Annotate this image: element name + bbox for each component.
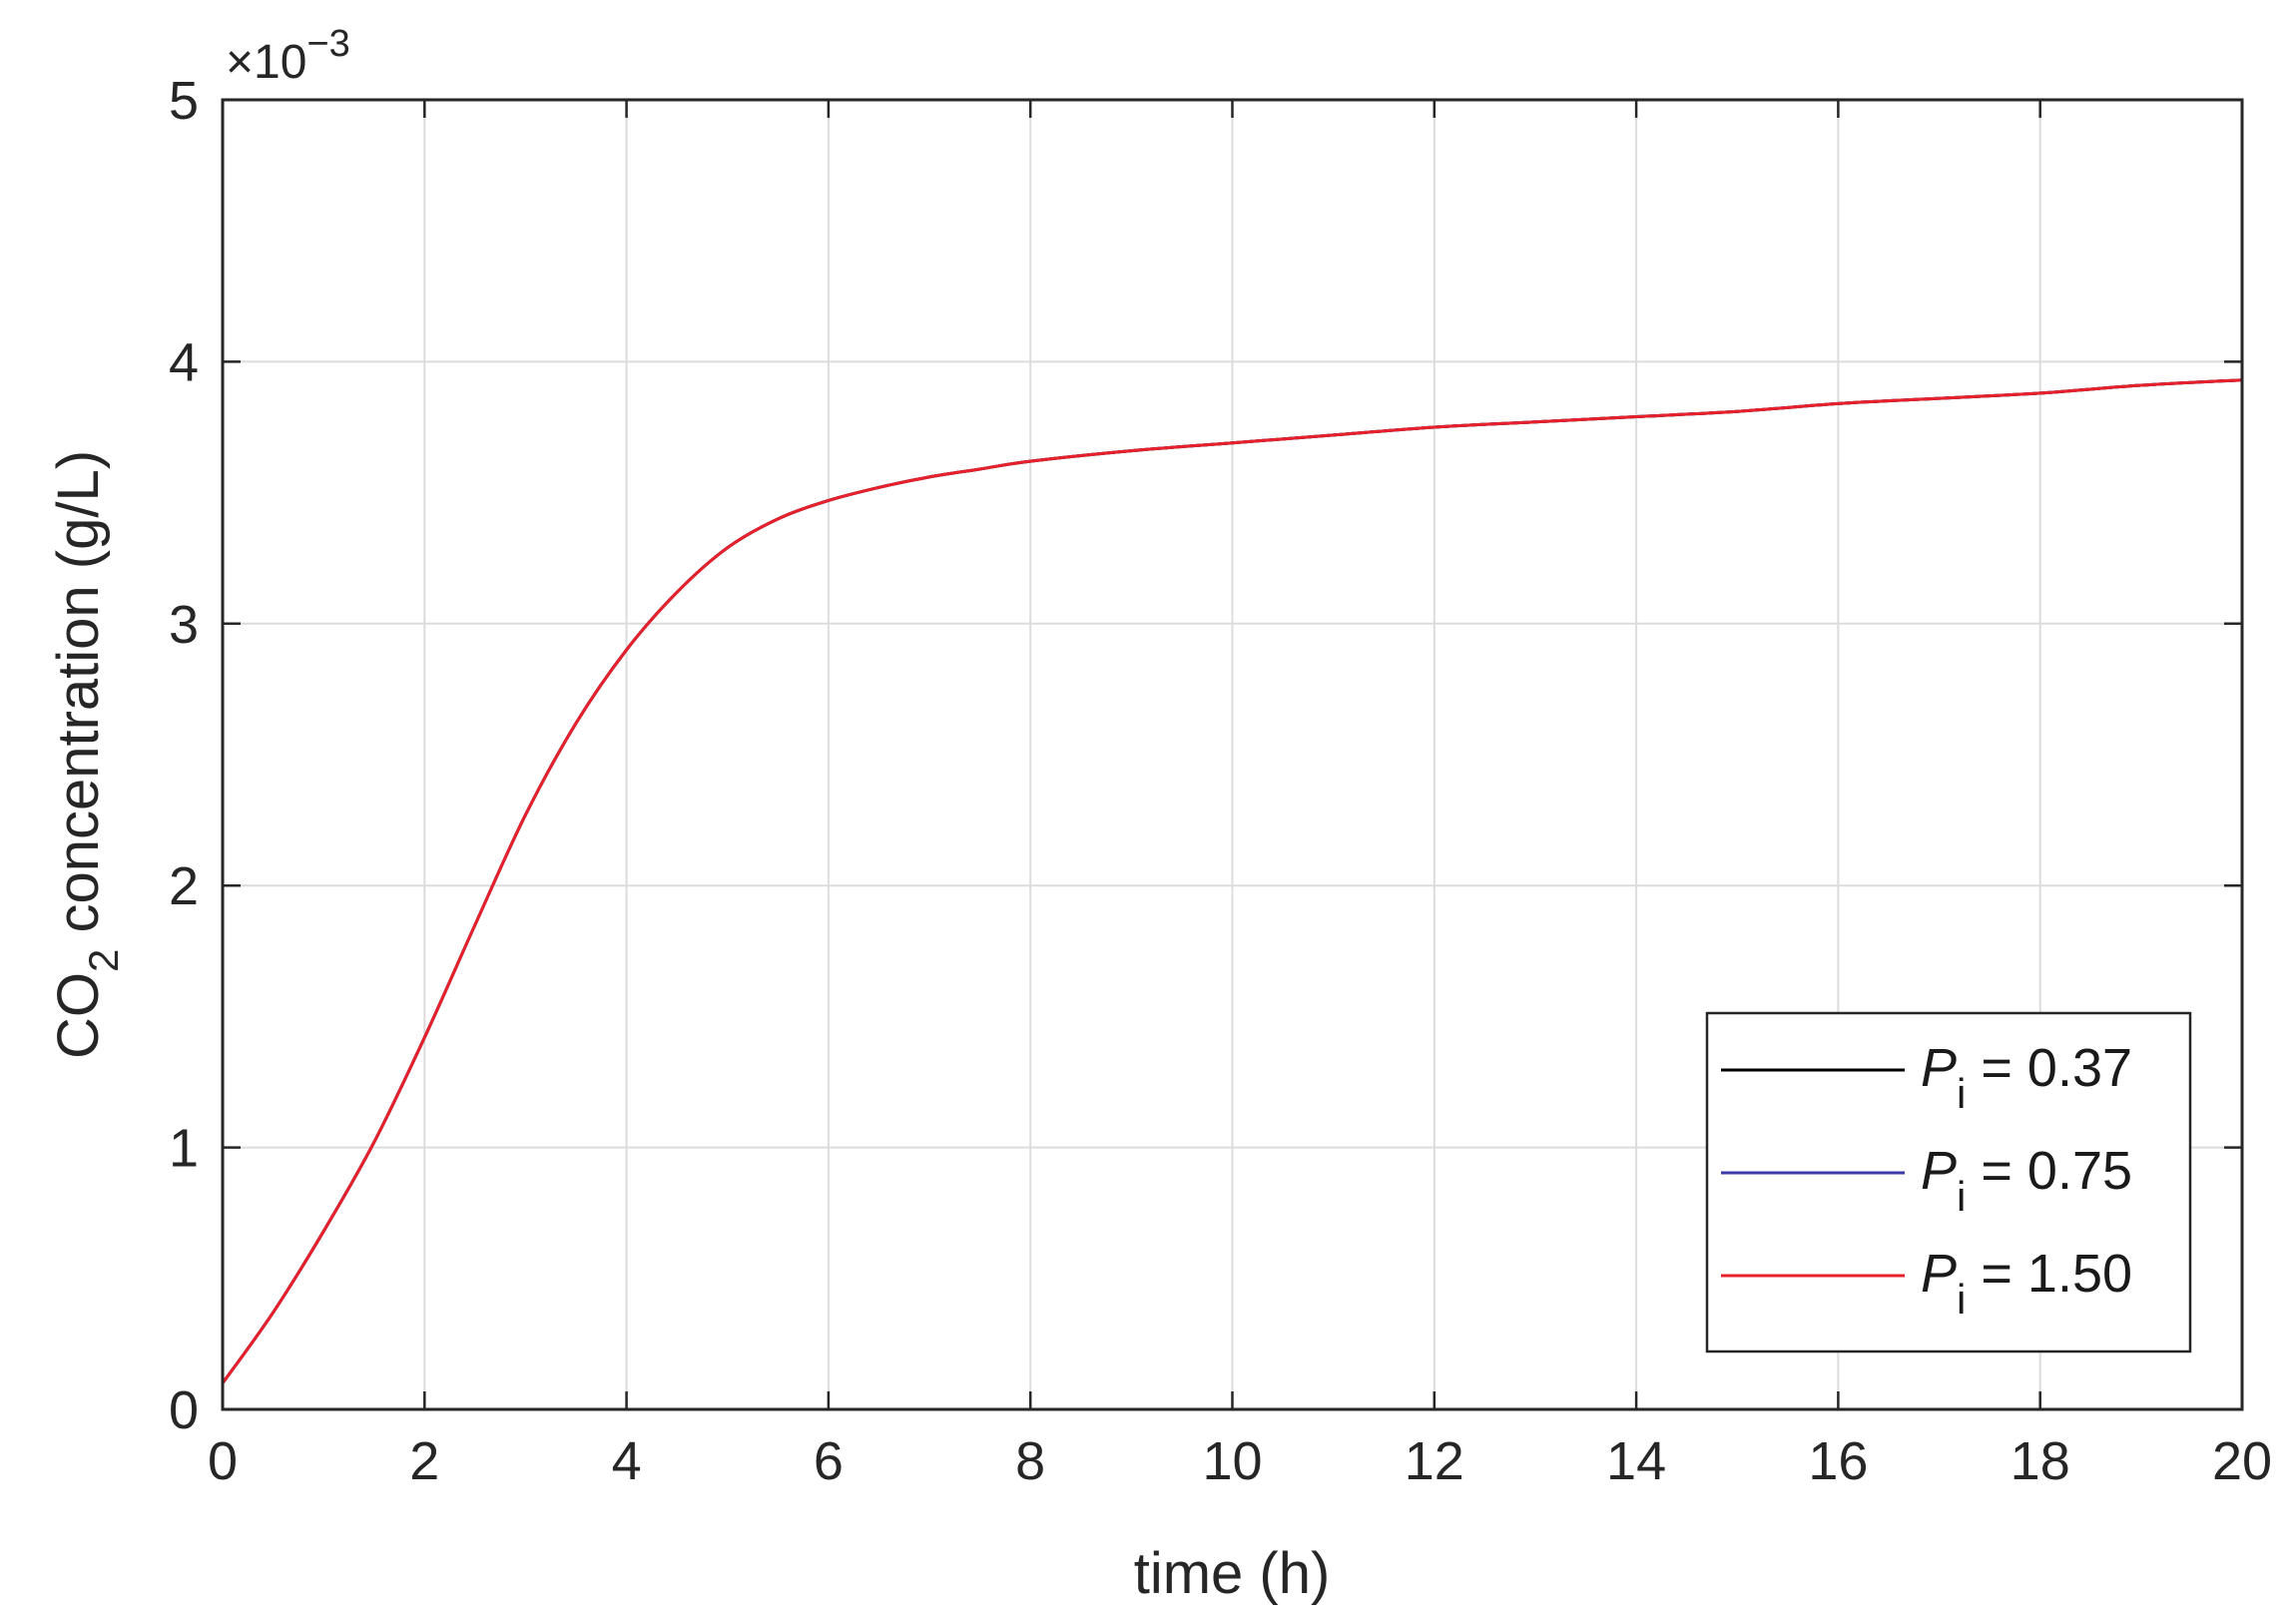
legend-label-2: Pi = 0.75	[1921, 1141, 2132, 1220]
y-axis-label-prefix: CO	[46, 972, 111, 1059]
y-tick-label: 0	[169, 1380, 199, 1440]
legend-label-sub: i	[1957, 1070, 1966, 1117]
legend-label-value: = 0.75	[1966, 1141, 2132, 1201]
y-axis-label-subscript: 2	[80, 949, 127, 972]
x-tick-label: 10	[1202, 1431, 1262, 1491]
legend-label-var: P	[1921, 1141, 1957, 1201]
x-tick-label: 18	[2010, 1431, 2070, 1491]
x-tick-label: 14	[1606, 1431, 1666, 1491]
y-tick-label: 5	[169, 71, 199, 131]
y-exponent-base: ×10	[226, 36, 306, 89]
series-lines	[221, 378, 2243, 1384]
legend-label-value: = 0.37	[1966, 1038, 2132, 1098]
legend-label-sub: i	[1957, 1173, 1966, 1220]
legend-label-var: P	[1921, 1038, 1957, 1098]
x-tick-label: 6	[814, 1431, 844, 1491]
x-tick-label: 0	[208, 1431, 238, 1491]
y-tick-label: 4	[169, 332, 199, 392]
x-tick-label: 8	[1015, 1431, 1045, 1491]
x-tick-label: 2	[409, 1431, 439, 1491]
x-tick-label: 20	[2212, 1431, 2272, 1491]
x-axis-label: time (h)	[1134, 1541, 1331, 1606]
y-exponent-power: −3	[306, 23, 349, 65]
x-tick-label: 4	[612, 1431, 642, 1491]
legend-label-sub: i	[1957, 1276, 1966, 1323]
y-tick-label: 3	[169, 595, 199, 655]
y-tick-label: 1	[169, 1119, 199, 1179]
x-tick-label: 12	[1405, 1431, 1464, 1491]
legend-label-3: Pi = 1.50	[1921, 1244, 2132, 1323]
y-axis-label-suffix: concentration (g/L)	[46, 450, 111, 949]
y-axis-label: CO2 concentration (g/L)	[46, 450, 127, 1059]
y-tick-label: 2	[169, 856, 199, 916]
legend-label-1: Pi = 0.37	[1921, 1038, 2132, 1117]
legend-label-var: P	[1921, 1244, 1957, 1304]
x-tick-label: 16	[1808, 1431, 1868, 1491]
series-line-3	[221, 378, 2243, 1384]
y-exponent: ×10−3	[226, 23, 350, 89]
legend-label-value: = 1.50	[1966, 1244, 2132, 1304]
